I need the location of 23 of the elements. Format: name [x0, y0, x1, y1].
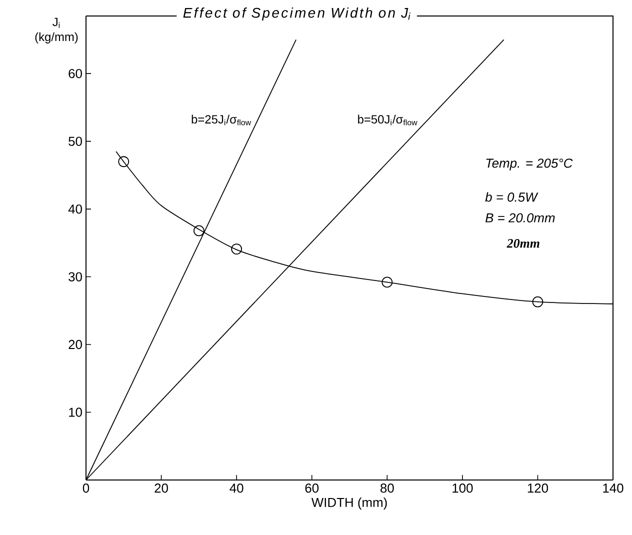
y-tick-label: 40 [68, 204, 82, 214]
x-tick-label: 80 [380, 484, 394, 493]
annotation: Temp. = 205°C [486, 158, 573, 170]
x-tick-label: 120 [528, 484, 548, 493]
y-tick-label: 50 [68, 136, 82, 146]
y-tick-label: 60 [68, 68, 82, 78]
series-label: b=50J$_{i}$/σ$_{flow}$ [358, 114, 418, 126]
annotation: B = 20.0mm [485, 213, 555, 222]
x-tick-label: 40 [230, 484, 244, 493]
x-tick-label: 0 [82, 484, 90, 493]
y-tick-label: 30 [68, 272, 82, 282]
x-tick-label: 140 [603, 484, 624, 493]
x-tick-label: 20 [154, 484, 168, 493]
y-tick-label: 20 [68, 340, 82, 350]
y-tick-label: 10 [69, 408, 82, 417]
annotation: 20mm [506, 238, 540, 248]
x-axis-title: WIDTH (mm) [311, 498, 387, 510]
x-tick-label: 60 [305, 484, 319, 493]
y-axis-title: J$_{i}$ (kg/mm) [35, 18, 78, 44]
x-tick-label: 100 [452, 484, 473, 493]
annotation: b = 0.5W [485, 192, 538, 202]
series-label: b=25J$_{i}$/σ$_{flow}$ [192, 114, 252, 126]
chart-title: Effect of Specimen Width on J$_{i}$ [183, 7, 410, 20]
